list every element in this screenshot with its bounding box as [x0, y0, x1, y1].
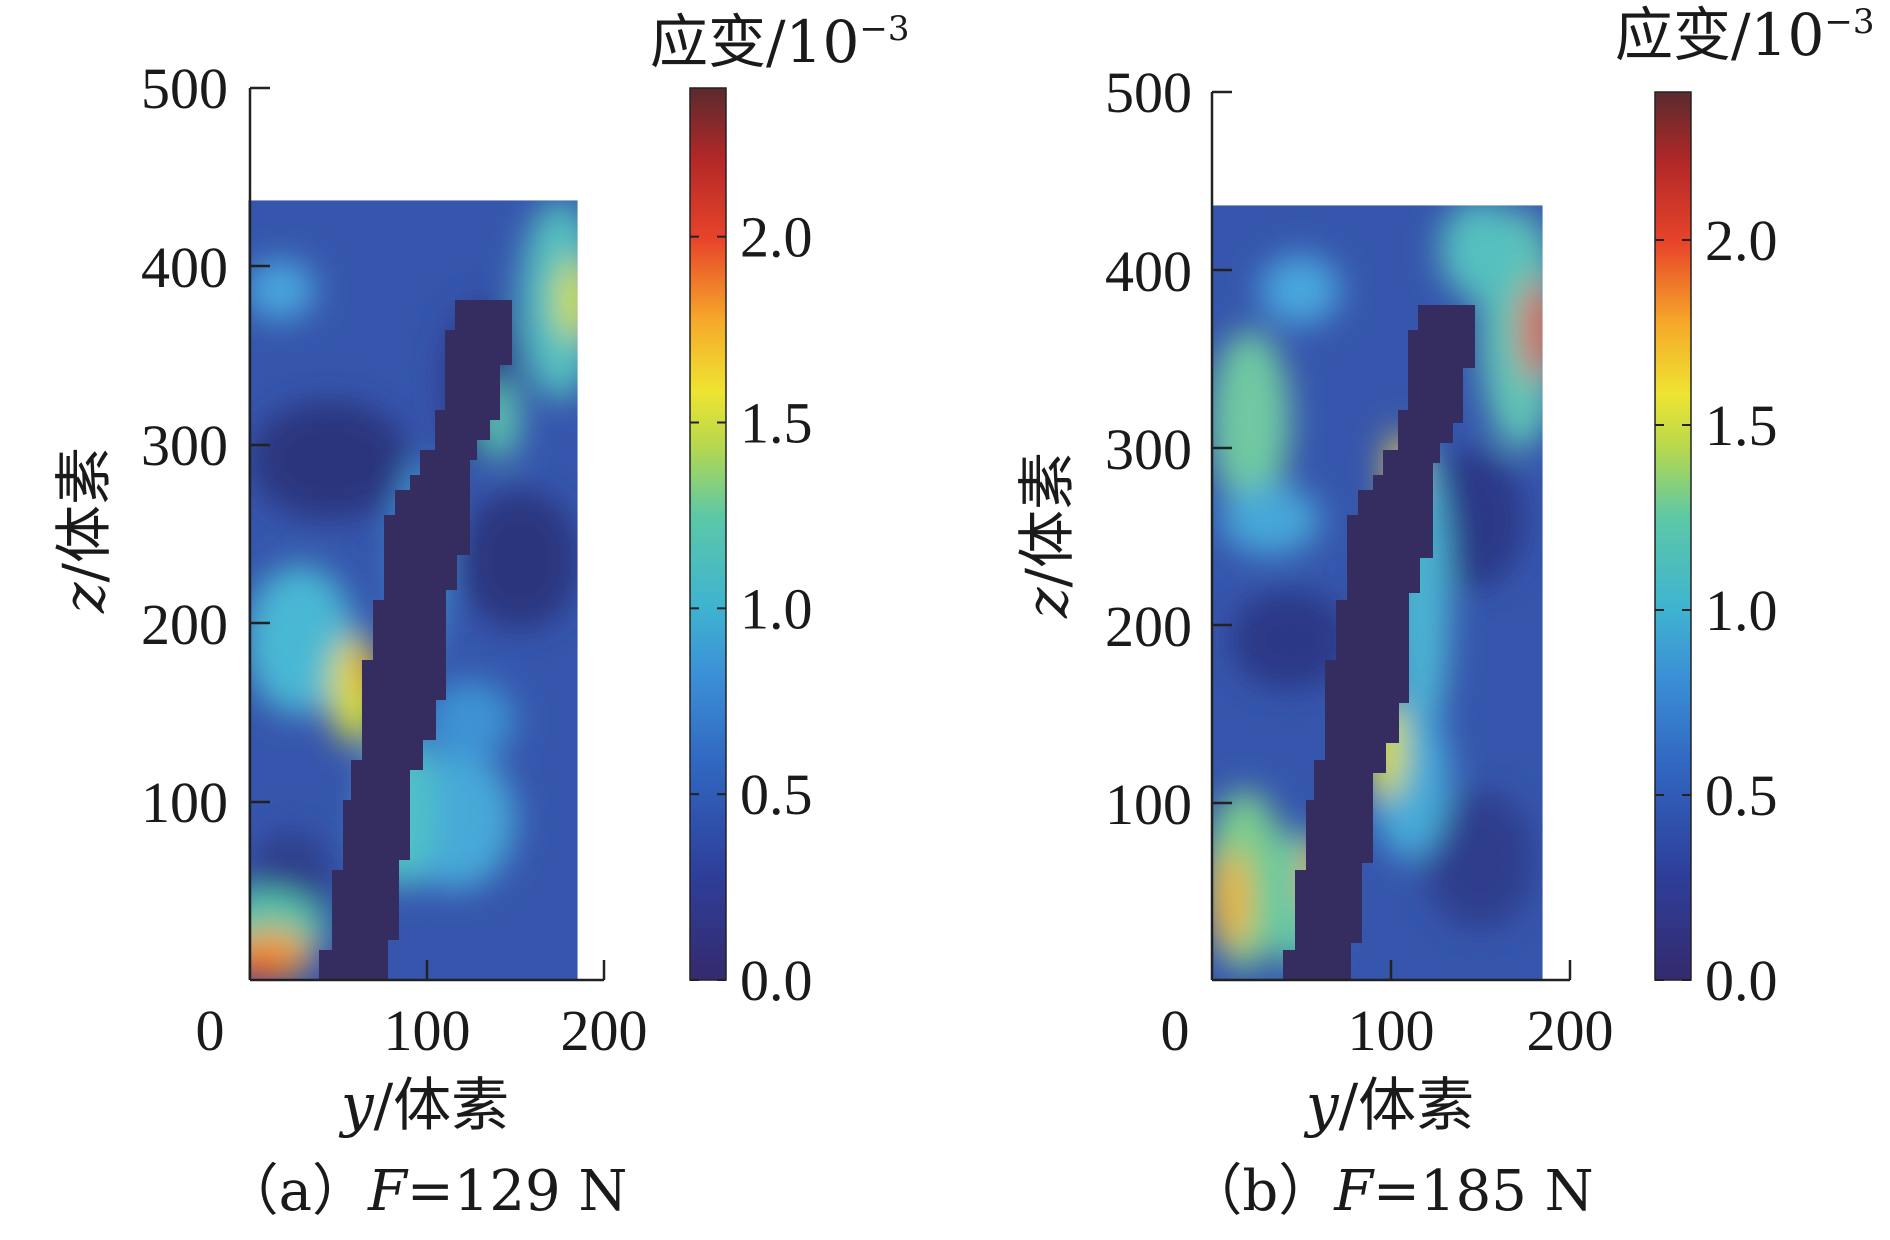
x-tick-label: 100 — [1348, 998, 1435, 1063]
colorbar-tick-label: 1.0 — [1705, 578, 1778, 643]
heatmap-b — [1212, 205, 1543, 980]
x-tick-label: 200 — [1527, 998, 1614, 1063]
strain-region — [1212, 330, 1290, 510]
strain-region — [1523, 280, 1543, 380]
strain-region — [557, 260, 578, 340]
colorbar-tick-label: 0.5 — [740, 762, 813, 827]
y-tick-label: 500 — [141, 56, 228, 121]
panel-caption-b: （b）F=185 N — [1186, 1159, 1593, 1224]
y-tick-label: 200 — [1105, 594, 1192, 659]
y-tick-label: 300 — [141, 413, 228, 478]
colorbar-tick-label: 1.5 — [1705, 393, 1778, 458]
y-tick-label: 400 — [1105, 239, 1192, 304]
strain-field-a — [248, 200, 578, 980]
panel-a: 500 400 300 200 100 0 100 200 y/体素 z/体素 … — [50, 8, 909, 1224]
colorbar-ticks-a: 0.0 0.5 1.0 1.5 2.0 — [690, 205, 813, 1013]
colorbar-tick-label: 2.0 — [1705, 208, 1778, 273]
y-tick-label: 100 — [1105, 772, 1192, 837]
y-tick-label: 500 — [1105, 60, 1192, 125]
colorbar-a — [689, 87, 727, 981]
crack-band — [1283, 305, 1475, 980]
x-axis-label: y/体素 — [1303, 1071, 1474, 1139]
colorbar-label: 应变/10−3 — [650, 8, 909, 76]
y-tick-label: 200 — [141, 592, 228, 657]
panel-caption-a: （a）F=129 N — [223, 1159, 628, 1224]
low-strain-region — [1425, 790, 1535, 930]
x-tick-label: 100 — [384, 998, 471, 1063]
colorbar-ticks-b: 0.0 0.5 1.0 1.5 2.0 — [1655, 208, 1778, 1013]
strain-region — [248, 260, 315, 320]
x-tick-label: 0 — [196, 998, 225, 1063]
y-tick-label: 100 — [141, 770, 228, 835]
y-tick-label: 300 — [1105, 417, 1192, 482]
strain-region — [520, 200, 578, 400]
low-strain-region — [1230, 590, 1350, 690]
colorbar-tick-label: 1.5 — [740, 391, 813, 456]
y-axis-label: z/体素 — [50, 447, 118, 614]
strain-region — [1214, 850, 1250, 950]
low-strain-region — [250, 400, 410, 520]
strain-region — [1260, 255, 1340, 325]
colorbar-tick-label: 0.0 — [1705, 948, 1778, 1013]
strain-region — [1220, 485, 1320, 555]
y-tick-label: 400 — [141, 235, 228, 300]
colorbar-tick-label: 0.5 — [1705, 763, 1778, 828]
colorbar-tick-label: 0.0 — [740, 948, 813, 1013]
strain-region — [248, 565, 355, 715]
strain-region — [1440, 205, 1520, 300]
colorbar-label: 应变/10−3 — [1615, 1, 1874, 69]
heatmap-a — [248, 200, 578, 980]
y-axis-label: z/体素 — [1013, 452, 1081, 619]
strain-region — [425, 680, 515, 760]
panel-b: 500 400 300 200 100 0 100 200 y/体素 z/体素 … — [1013, 1, 1874, 1224]
x-axis-label: y/体素 — [338, 1071, 509, 1139]
strain-region — [248, 956, 284, 980]
x-tick-label: 200 — [561, 998, 648, 1063]
colorbar-b — [1654, 91, 1692, 981]
colorbar-tick-label: 2.0 — [740, 205, 813, 270]
low-strain-region — [460, 490, 578, 630]
colorbar-tick-label: 1.0 — [740, 576, 813, 641]
crack-band — [319, 300, 512, 980]
x-tick-label: 0 — [1161, 998, 1190, 1063]
